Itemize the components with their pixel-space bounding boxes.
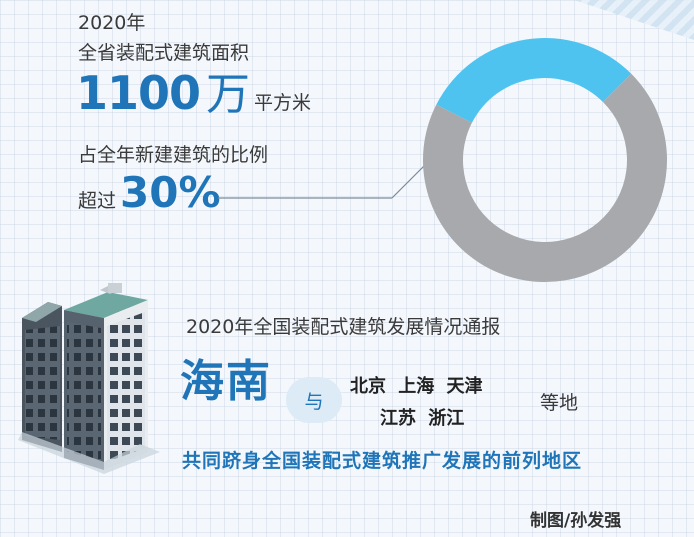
donut-slices bbox=[422, 38, 667, 282]
building-shadow bbox=[18, 432, 160, 474]
building-front-tower bbox=[64, 283, 148, 470]
building-back-tower bbox=[22, 302, 62, 452]
donut-slice-rest bbox=[422, 73, 667, 282]
share-prefix: 超过 bbox=[78, 190, 117, 212]
share-label: 占全年新建建筑的比例 bbox=[78, 144, 269, 166]
area-unit-big: 万 bbox=[206, 69, 251, 120]
share-figure: 超过 30% bbox=[78, 172, 221, 214]
province-name: 海南 bbox=[180, 356, 272, 407]
donut-slice-share bbox=[436, 38, 632, 123]
cities-line-2: 江苏 浙江 bbox=[380, 408, 465, 429]
year-line: 2020年 bbox=[78, 12, 146, 34]
etc-label: 等地 bbox=[540, 392, 579, 414]
share-value: 30% bbox=[120, 168, 221, 217]
area-value: 1100 bbox=[76, 66, 201, 120]
area-unit-small: 平方米 bbox=[254, 92, 312, 114]
report-title: 2020年全国装配式建筑发展情况通报 bbox=[186, 316, 501, 338]
cities-line-1: 北京 上海 天津 bbox=[350, 376, 483, 397]
slogan: 共同跻身全国装配式建筑推广发展的前列地区 bbox=[182, 450, 583, 472]
conjunction-badge: 与 bbox=[286, 377, 342, 423]
area-figure: 1100 万 平方米 bbox=[76, 70, 311, 117]
credit: 制图/孙发强 bbox=[530, 511, 622, 531]
area-label: 全省装配式建筑面积 bbox=[78, 42, 250, 64]
